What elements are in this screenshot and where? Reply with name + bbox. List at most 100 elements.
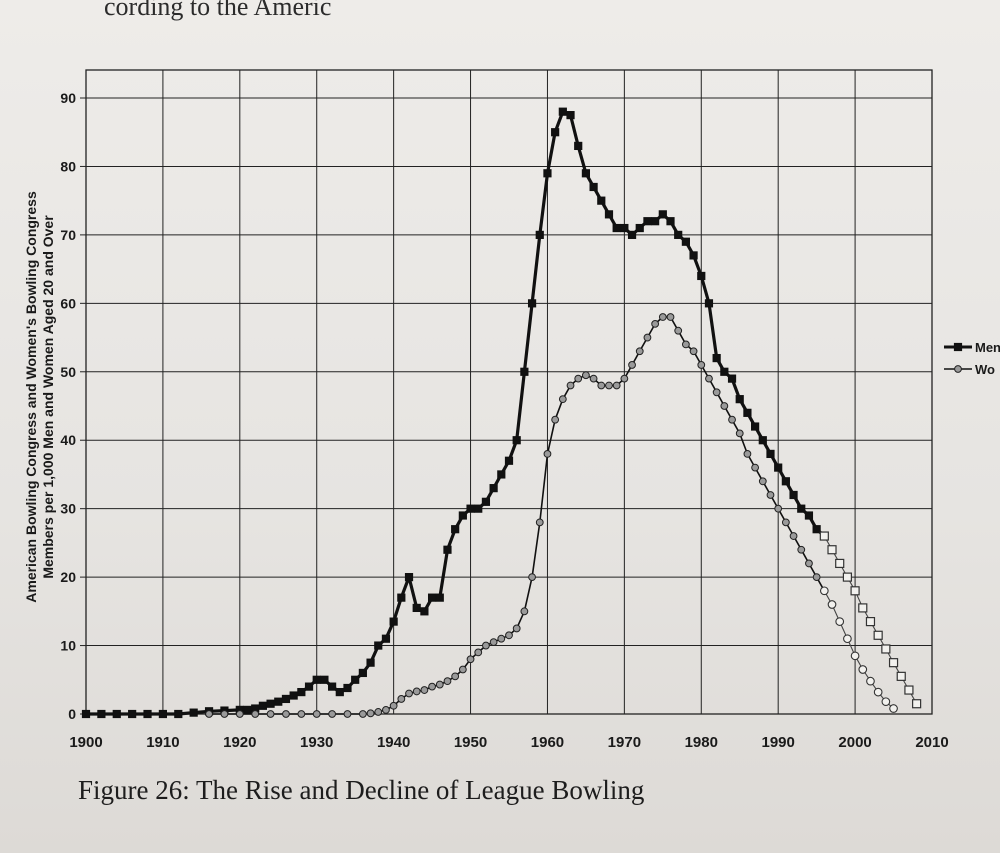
data-point xyxy=(243,705,252,714)
data-point xyxy=(835,558,845,569)
data-point xyxy=(435,593,444,602)
data-point xyxy=(312,675,321,684)
series-layer xyxy=(81,107,922,719)
data-point xyxy=(489,638,498,647)
y-tick-label: 50 xyxy=(60,364,76,380)
x-tick-label: 2010 xyxy=(915,734,948,751)
data-point xyxy=(812,573,821,582)
x-tick-label: 1940 xyxy=(377,734,410,751)
data-point xyxy=(651,319,660,328)
series-line xyxy=(823,590,894,709)
data-point xyxy=(266,699,275,708)
series-men xyxy=(81,107,829,719)
data-point xyxy=(827,545,837,555)
data-point xyxy=(827,600,837,609)
data-point xyxy=(612,223,621,233)
data-point xyxy=(81,709,91,719)
data-point xyxy=(281,694,291,704)
data-point xyxy=(343,710,352,718)
data-point xyxy=(328,710,337,718)
data-point xyxy=(527,299,537,308)
data-point xyxy=(643,333,652,342)
data-point xyxy=(474,504,483,513)
data-point xyxy=(335,687,344,697)
x-tick-label: 1960 xyxy=(531,734,564,751)
data-point xyxy=(842,572,853,582)
data-point xyxy=(412,687,421,696)
data-point xyxy=(512,436,521,445)
data-point xyxy=(720,402,729,410)
data-point xyxy=(251,710,260,718)
data-point xyxy=(266,710,275,718)
axes: 1900 1910 1920 1930 1940 1950 1960 1970 1980 1990… xyxy=(60,90,948,751)
data-point xyxy=(774,504,783,513)
data-point xyxy=(543,169,552,178)
data-point xyxy=(597,381,606,390)
data-point xyxy=(727,374,737,383)
data-point xyxy=(328,682,337,691)
data-point xyxy=(735,395,744,404)
y-tick-label: 0 xyxy=(68,706,76,722)
data-point xyxy=(543,450,552,458)
data-point xyxy=(466,504,475,513)
data-point xyxy=(297,710,306,718)
data-point xyxy=(489,484,498,493)
data-point xyxy=(504,456,514,465)
x-tick-label: 1990 xyxy=(761,734,794,751)
x-tick-label: 1950 xyxy=(454,734,487,751)
data-point xyxy=(482,641,490,650)
data-point xyxy=(405,689,413,698)
data-point xyxy=(512,624,521,633)
data-point xyxy=(404,573,414,582)
data-point xyxy=(889,704,898,713)
data-point xyxy=(358,710,367,718)
data-point xyxy=(666,217,675,226)
data-point xyxy=(574,141,583,151)
y-tick-label: 90 xyxy=(60,90,76,106)
data-point xyxy=(674,230,683,239)
y-tick-label: 40 xyxy=(60,432,76,448)
data-point xyxy=(112,709,121,719)
data-point xyxy=(435,680,444,689)
data-point xyxy=(896,671,906,681)
data-point xyxy=(481,497,491,506)
data-point xyxy=(389,701,398,710)
data-point xyxy=(658,210,667,219)
data-point xyxy=(797,504,806,513)
data-point xyxy=(620,223,629,233)
data-point xyxy=(720,367,729,376)
data-point xyxy=(274,697,283,706)
data-point xyxy=(604,210,614,219)
data-point xyxy=(805,559,813,568)
data-point xyxy=(751,422,760,431)
data-point xyxy=(597,196,606,205)
data-point xyxy=(697,271,706,281)
data-point xyxy=(758,477,767,486)
data-point xyxy=(766,449,775,459)
data-point xyxy=(681,340,690,349)
y-tick-label: 80 xyxy=(60,158,76,174)
data-point xyxy=(458,665,467,674)
data-point xyxy=(297,687,306,697)
data-point xyxy=(574,374,583,383)
data-point xyxy=(881,697,891,707)
data-point xyxy=(397,593,406,602)
data-point xyxy=(397,695,406,703)
data-point xyxy=(781,477,790,486)
data-point xyxy=(835,617,845,626)
legend-item: Men xyxy=(944,340,1000,355)
data-point xyxy=(558,395,567,404)
data-point xyxy=(174,709,183,719)
data-point xyxy=(220,710,229,718)
data-point xyxy=(282,710,290,718)
data-point xyxy=(681,237,690,246)
x-tick-label: 1910 xyxy=(146,734,179,751)
data-point xyxy=(566,381,575,390)
data-point xyxy=(819,586,829,596)
data-point xyxy=(427,593,437,602)
data-point xyxy=(758,436,767,445)
data-point xyxy=(635,347,644,356)
y-axis-title: American Bowling Congress and Women's Bo… xyxy=(23,191,56,603)
data-point xyxy=(751,463,760,472)
data-point xyxy=(689,347,698,356)
